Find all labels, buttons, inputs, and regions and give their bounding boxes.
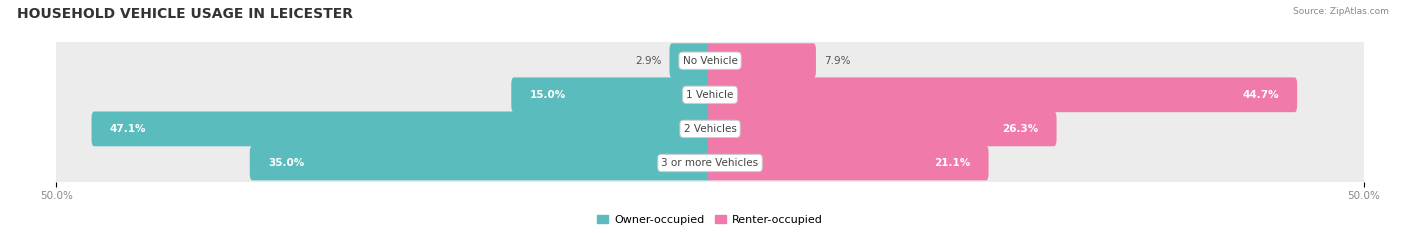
Text: 2.9%: 2.9% [636,56,662,66]
Text: 15.0%: 15.0% [530,90,565,100]
Text: 47.1%: 47.1% [110,124,146,134]
Text: 7.9%: 7.9% [824,56,851,66]
Text: Source: ZipAtlas.com: Source: ZipAtlas.com [1294,7,1389,16]
FancyBboxPatch shape [91,112,713,146]
FancyBboxPatch shape [48,59,1372,131]
FancyBboxPatch shape [669,43,713,78]
FancyBboxPatch shape [48,24,1372,97]
Text: 44.7%: 44.7% [1243,90,1279,100]
FancyBboxPatch shape [48,93,1372,165]
Text: 2 Vehicles: 2 Vehicles [683,124,737,134]
FancyBboxPatch shape [707,77,1298,112]
Text: 1 Vehicle: 1 Vehicle [686,90,734,100]
Text: No Vehicle: No Vehicle [682,56,738,66]
FancyBboxPatch shape [707,146,988,180]
Text: 35.0%: 35.0% [269,158,304,168]
FancyBboxPatch shape [707,43,815,78]
FancyBboxPatch shape [250,146,713,180]
Legend: Owner-occupied, Renter-occupied: Owner-occupied, Renter-occupied [593,210,827,229]
Text: 3 or more Vehicles: 3 or more Vehicles [661,158,759,168]
Text: 26.3%: 26.3% [1002,124,1038,134]
Text: 21.1%: 21.1% [934,158,970,168]
Text: HOUSEHOLD VEHICLE USAGE IN LEICESTER: HOUSEHOLD VEHICLE USAGE IN LEICESTER [17,7,353,21]
FancyBboxPatch shape [512,77,713,112]
FancyBboxPatch shape [48,127,1372,199]
FancyBboxPatch shape [707,112,1056,146]
